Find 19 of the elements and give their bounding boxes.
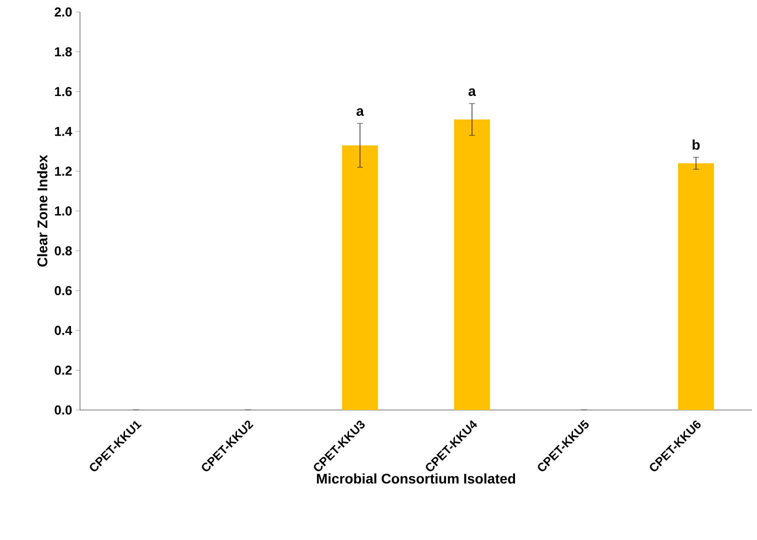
bar	[454, 119, 490, 410]
y-tick-label: 1.2	[55, 166, 72, 176]
y-tick-label: 2.0	[54, 7, 72, 17]
y-tick-label: 0.0	[54, 405, 72, 415]
bar	[342, 145, 378, 410]
y-tick-label: 0.8	[54, 246, 72, 256]
y-tick-label: 1.0	[55, 206, 72, 216]
y-tick-label: 1.8	[55, 47, 72, 56]
bar	[678, 163, 714, 410]
x-axis-title: Microbial Consortium Isolated	[316, 473, 516, 484]
y-tick-label: 0.2	[54, 366, 72, 375]
annotation: a	[468, 88, 476, 96]
y-tick-label: 1.6	[55, 87, 72, 96]
y-tick-label: 0.4	[54, 326, 72, 335]
y-tick-label: 0.6	[54, 286, 72, 296]
annotation: a	[356, 108, 364, 116]
annotation: b	[692, 140, 700, 150]
y-tick-label: 1.4	[55, 126, 72, 136]
y-axis-title: Clear Zone Index	[37, 154, 48, 267]
